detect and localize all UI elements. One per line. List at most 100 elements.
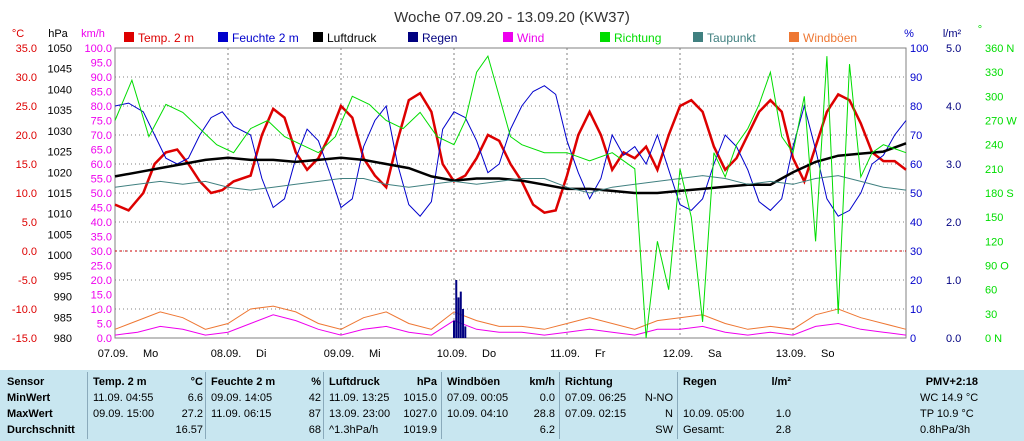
stats-cell: 07.09. 02:15 [565,408,627,420]
pressure-tick: 1035 [48,105,72,117]
stats-cell: Temp. 2 m [93,376,147,388]
stats-cell: 2.8 [775,424,791,436]
stats-row-label: MaxWert [7,408,53,420]
stats-cell: 10.09. 04:10 [447,408,509,420]
humidity-tick: 0 [910,333,916,345]
x-day-label: Sa [708,348,722,360]
rain-tick: 1.0 [946,275,961,287]
x-date-label: 13.09. [776,348,807,360]
wind-tick: 20.0 [91,275,112,287]
x-date-label: 10.09. [437,348,468,360]
legend-swatch-rain [408,32,418,42]
direction-tick: 60 [985,285,997,297]
series-line-wind [114,314,907,336]
stats-cell: Gesamt: [683,424,725,436]
stats-cell: 1019.9 [403,424,437,436]
direction-tick: 330 [985,67,1003,79]
wind-tick: 50.0 [91,188,112,200]
stats-separator [87,372,88,439]
stats-cell: 09.09. 15:00 [93,408,155,420]
stats-cell: 09.09. 14:05 [211,392,273,404]
wind-tick: 80.0 [91,101,112,113]
direction-tick: 90 O [985,261,1009,273]
stats-cell: 28.8 [533,408,555,420]
stats-cell: Windböen [447,376,501,388]
stats-cell: °C [190,376,203,388]
humidity-tick: 50 [910,188,922,200]
wind-tick: 60.0 [91,159,112,171]
stats-separator [441,372,442,439]
pressure-tick: 1000 [48,250,72,262]
stats-cell: l/m² [771,376,791,388]
stats-cell: 11.09. 04:55 [93,392,154,404]
stats-group: Windböen km/h 07.09. 00:05 0.0 10.09. 04:10 2… [447,370,555,441]
humidity-tick: 70 [910,130,922,142]
stats-cell: 13.09. 23:00 [329,408,391,420]
legend-swatch-pressure [313,32,323,42]
stats-cell: 68 [308,424,321,436]
pmv-line: 0.8hPa/3h [920,424,971,436]
legend-swatch-dewpoint [693,32,703,42]
legend-swatch-gust [789,32,799,42]
stats-cell: Feuchte 2 m [211,376,276,388]
temp-tick: -5.0 [18,275,37,287]
pressure-tick: 1025 [48,147,72,159]
stats-cell: 27.2 [181,408,203,420]
pressure-tick: 980 [54,333,72,345]
pressure-axis-unit: hPa [48,28,68,40]
stats-separator [205,372,206,439]
legend-swatch-temp [124,32,134,42]
legend-swatch-wind [503,32,513,42]
wind-tick: 55.0 [91,174,112,186]
stats-cell: N-NO [644,392,673,404]
stats-cell: % [311,376,321,388]
stats-separator [559,372,560,439]
stats-row-label: Sensor [7,376,45,388]
direction-tick: 120 [985,236,1003,248]
series-line-humidity [114,85,907,217]
pmv-line: WC 14.9 °C [920,392,979,404]
x-day-label: Fr [595,348,606,360]
stats-cell: 87 [308,408,321,420]
x-date-label: 07.09. [98,348,129,360]
rain-tick: 5.0 [946,43,961,55]
legend-label-direction: Richtung [614,31,661,45]
x-date-label: 12.09. [663,348,694,360]
rain-tick: 4.0 [946,101,961,113]
stats-cell: km/h [529,376,555,388]
stats-cell: 1015.0 [403,392,437,404]
pressure-tick: 1005 [48,229,72,241]
stats-cell: hPa [416,376,437,388]
stats-group: Richtung 07.09. 06:25 N-NO 07.09. 02:15 N SW [565,370,673,441]
wind-tick: 95.0 [91,58,112,70]
humidity-axis-unit: % [904,28,914,40]
pmv-title: PMV+2:18 [925,376,978,388]
wind-tick: 75.0 [91,116,112,128]
pressure-tick: 990 [54,292,72,304]
legend-label-wind: Wind [517,31,544,45]
wind-tick: 85.0 [91,87,112,99]
humidity-tick: 100 [910,43,928,55]
temp-tick: -10.0 [12,304,37,316]
direction-tick: 30 [985,309,997,321]
x-axis-labels: 07.09. Mo 08.09. Di 09.09. Mi 10.09. Do 11.09. Fr… [98,348,835,360]
stats-cell: 07.09. 00:05 [447,392,509,404]
humidity-tick: 80 [910,101,922,113]
series-line-gust [114,305,907,330]
chart-title: Woche 07.09.20 - 13.09.20 (KW37) [394,9,630,26]
series-line-direction [114,54,907,339]
stats-cell: 1.0 [775,408,791,420]
temp-tick: 25.0 [16,101,37,113]
x-day-label: Mi [369,348,381,360]
temp-axis-unit: °C [12,28,24,40]
wind-tick: 5.0 [97,319,112,331]
direction-tick: 180 S [985,188,1014,200]
wind-axis-unit: km/h [81,28,105,40]
pressure-tick: 985 [54,312,72,324]
direction-tick: 300 [985,91,1003,103]
legend-swatch-humidity [218,32,228,42]
temp-tick: -15.0 [12,333,37,345]
temp-tick: 5.0 [22,217,37,229]
rain-axis-unit: l/m² [943,28,962,40]
stats-row-label: MinWert [7,392,51,404]
